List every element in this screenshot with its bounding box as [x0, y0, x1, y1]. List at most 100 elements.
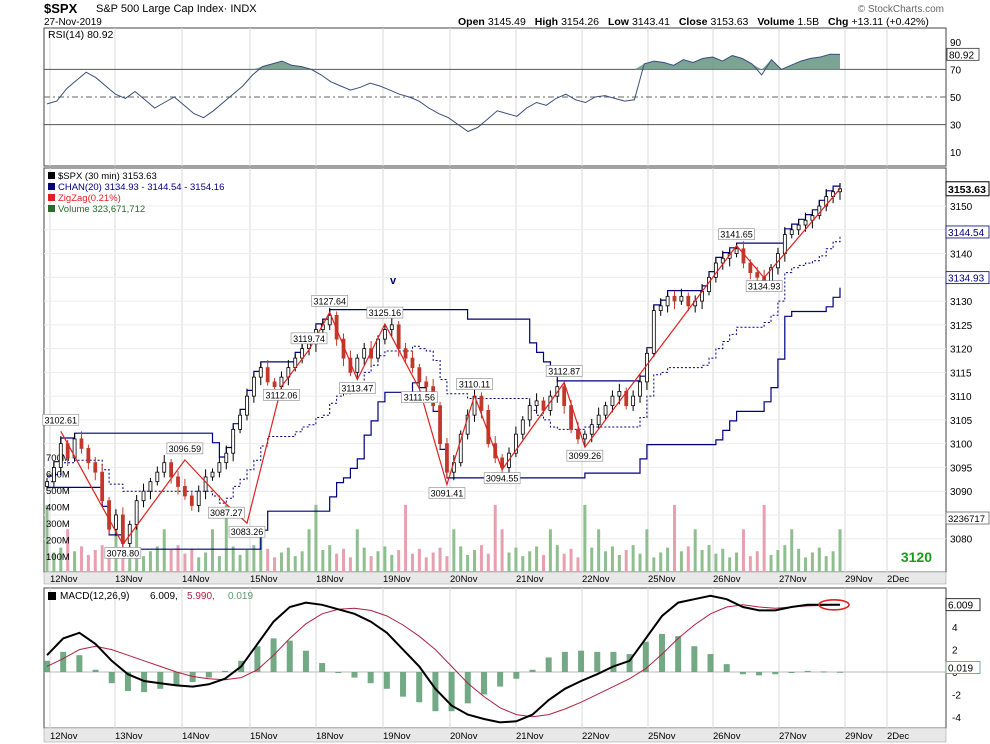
macd-xtick-label-9: 25Nov [648, 731, 676, 742]
volume-bar-97 [714, 553, 718, 572]
macd-hist-last-box [945, 661, 981, 674]
volume-bar-36 [293, 556, 297, 572]
candle-body-80 [596, 414, 601, 426]
candle-body-11 [120, 514, 125, 544]
macd-histogram-bar-33 [578, 650, 585, 672]
macd-highlight-circle [818, 598, 850, 611]
candle-body-46 [362, 348, 367, 359]
macd-histogram-bar-40 [691, 646, 698, 672]
volume-bar-4 [73, 551, 77, 572]
volume-last-label: 3236717 [948, 514, 985, 525]
volume-bar-32 [266, 548, 270, 572]
candle-body-32 [265, 367, 270, 383]
macd-legend-macd: 6.009, [150, 591, 178, 602]
close-value: 3153.63 [710, 16, 749, 28]
price-legend-swatch-2 [48, 194, 55, 201]
zigzag-label-box-10 [401, 391, 438, 404]
macd-histogram-bar-2 [76, 655, 83, 672]
volume-tick-label-3: 400M [46, 503, 70, 514]
zigzag-label-12: 3110.11 [459, 380, 490, 390]
volume-bar-46 [362, 547, 366, 572]
volume-bar-72 [541, 554, 545, 572]
candle-body-78 [582, 433, 587, 440]
macd-histogram-bar-24 [432, 672, 439, 712]
macd-xtick-label-8: 22Nov [582, 731, 610, 742]
volume-bar-37 [300, 551, 304, 572]
candle-body-21 [189, 495, 194, 506]
candle-body-28 [238, 414, 242, 430]
macd-histogram-bar-26 [464, 672, 471, 704]
candle-body-93 [686, 295, 691, 307]
volume-bar-68 [514, 547, 518, 572]
close-label: Close [678, 16, 708, 28]
volume-bar-105 [769, 554, 773, 572]
volume-bar-48 [376, 551, 380, 572]
candle-body-100 [734, 248, 739, 254]
macd-histogram-bar-1 [60, 651, 67, 672]
rsi-legend: RSI(14) 80.92 [48, 29, 114, 41]
candle-body-97 [713, 262, 718, 278]
macd-histogram-bar-35 [610, 651, 617, 672]
candle-body-50 [389, 324, 394, 330]
zigzag-label-box-13 [483, 472, 521, 484]
candle-body-61 [465, 414, 470, 435]
candle-body-113 [824, 196, 829, 207]
candle-body-82 [610, 395, 615, 407]
volume-bar-113 [824, 556, 828, 572]
volume-bar-27 [231, 546, 235, 572]
volume-bar-80 [597, 529, 601, 572]
volume-bar-39 [314, 504, 318, 572]
volume-bar-104 [762, 504, 766, 572]
candle-body-110 [803, 219, 808, 226]
macd-line [46, 594, 841, 724]
candle-body-91 [672, 295, 677, 302]
macd-histogram-bar-48 [820, 671, 827, 673]
macd-histogram-bar-3 [92, 669, 99, 672]
macd-histogram-bar-34 [594, 651, 601, 672]
candle-body-29 [245, 395, 249, 416]
macd-histogram-bar-44 [756, 672, 763, 676]
zigzag-label-1: 3078.80 [107, 548, 140, 558]
zigzag-label-9: 3125.16 [369, 308, 402, 318]
candle-body-20 [183, 486, 187, 497]
symbol-title: $SPX [44, 1, 78, 16]
macd-xtick-label-11: 27Nov [779, 731, 807, 742]
volume-bar-29 [245, 550, 249, 572]
candle-body-77 [576, 429, 580, 440]
candle-body-63 [479, 395, 484, 411]
volume-bar-49 [383, 546, 387, 572]
candle-body-68 [514, 433, 518, 454]
candle-body-23 [203, 476, 208, 492]
macd-xtick-label-12: 29Nov [845, 731, 873, 742]
candle-body-51 [396, 324, 401, 350]
volume-bar-107 [783, 545, 787, 572]
price-xtick-label-6: 20Nov [450, 574, 478, 585]
candle-body-14 [141, 490, 146, 502]
macd-histogram-bar-5 [124, 672, 131, 692]
volume-bar-44 [348, 557, 352, 572]
price-ytick-label-4: 3100 [950, 440, 973, 451]
macd-histogram-bar-17 [319, 663, 326, 672]
macd-histogram-bar-22 [400, 672, 407, 697]
price-legend-swatch-1 [48, 183, 55, 190]
candle-body-18 [169, 462, 174, 478]
high-label: High [534, 16, 559, 28]
macd-histogram-bar-45 [772, 672, 779, 675]
candle-body-41 [327, 314, 332, 326]
zigzag-label-box-4 [228, 525, 266, 538]
volume-bar-114 [831, 551, 835, 572]
volume-bar-47 [369, 556, 373, 572]
macd-histogram-bar-20 [367, 672, 374, 684]
volume-bar-86 [638, 553, 642, 572]
candle-body-25 [217, 462, 222, 473]
candle-body-71 [534, 400, 539, 407]
volume-bar-95 [700, 550, 704, 572]
volume-value: 1.5B [797, 16, 820, 28]
macd-histogram-bar-6 [141, 672, 148, 693]
price-xtick-label-0: 12Nov [50, 574, 78, 585]
macd-histogram-bar-38 [658, 633, 665, 672]
macd-ytick-label-4: 4 [952, 623, 958, 634]
candle-body-24 [210, 471, 215, 478]
candle-body-8 [100, 471, 105, 502]
volume-bar-13 [135, 504, 139, 572]
